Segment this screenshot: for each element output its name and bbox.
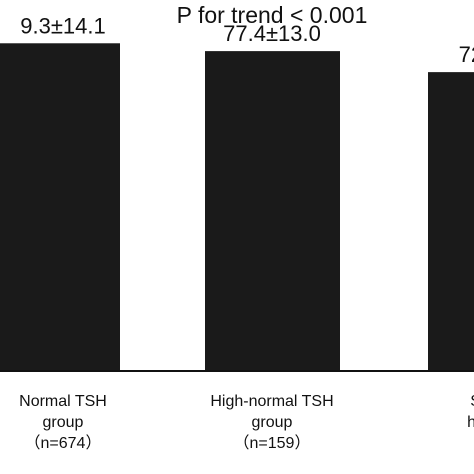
data-label-1: 9.3±14.1	[20, 13, 105, 38]
bar-3	[428, 72, 474, 371]
category-label-2-line-2: group	[252, 414, 293, 431]
category-label-3-line-1: Su	[470, 393, 474, 410]
category-label-1-line-1: Normal TSH	[19, 393, 107, 410]
category-label-3-line-2: hyp	[467, 414, 474, 431]
data-label-3: 72.3	[459, 42, 474, 67]
bars-group	[0, 43, 474, 371]
category-label-2-line-1: High-normal TSH	[210, 393, 333, 410]
category-label-1-line-3: （n=674）	[25, 434, 102, 452]
category-label-2-line-3: （n=159）	[234, 434, 311, 452]
bar-2	[205, 51, 340, 370]
category-label-1-line-2: group	[43, 414, 84, 431]
data-label-2: 77.4±13.0	[223, 21, 321, 46]
chart-title: P for trend < 0.001	[177, 2, 368, 28]
labels-group: 9.3±14.1 Normal TSH group （n=674） 77.4±13.0 H…	[19, 13, 474, 452]
bar-1	[0, 43, 120, 371]
